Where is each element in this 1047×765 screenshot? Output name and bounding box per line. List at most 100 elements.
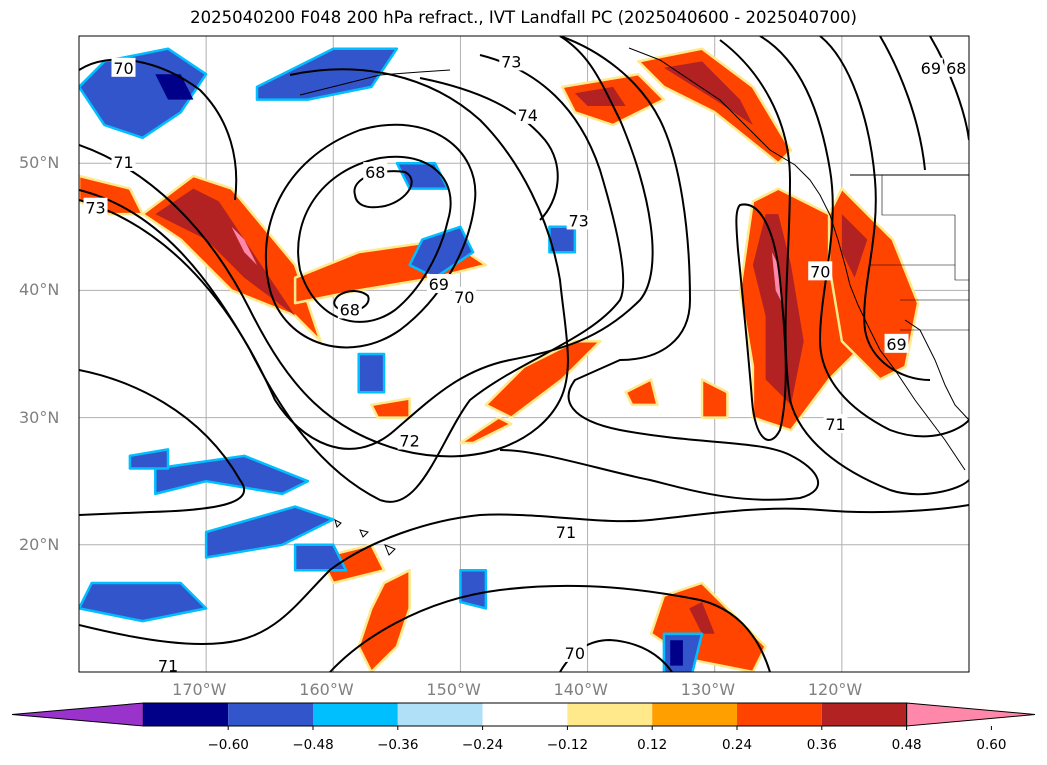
negative-anomaly-area [128, 448, 170, 470]
contour-label-bg [562, 642, 587, 662]
contour-label-bg [823, 413, 848, 433]
baja-coast [904, 319, 969, 421]
contour-label: 71 [158, 657, 178, 676]
colorbar [11, 702, 1036, 730]
negative-anomaly-area [79, 581, 208, 623]
colorbar-segment [737, 703, 822, 726]
contour-label-bg [111, 57, 136, 77]
lat-tick-label: 40°N [19, 280, 60, 300]
contour-label-bg [426, 274, 451, 294]
negative-anomaly-area [357, 352, 386, 394]
negative-anomaly-area [293, 543, 348, 572]
contour-label: 74 [518, 106, 538, 125]
positive-anomaly-area [771, 252, 783, 304]
alaska-coast [299, 69, 451, 96]
contour-label-bg [918, 57, 943, 77]
colorbar-tick-label: 0.48 [891, 737, 922, 753]
colorbar-tick-label: −0.12 [546, 737, 589, 753]
contour-cutoff-low [735, 203, 787, 441]
contour-71-trough [719, 39, 969, 496]
colorbar-segment [228, 703, 313, 726]
colorbar-segment [313, 703, 398, 726]
negative-anomaly-area [154, 454, 310, 496]
positive-anomaly-area [689, 602, 715, 634]
state-borders [870, 175, 969, 331]
negative-anomaly-area [670, 640, 683, 666]
positive-anomaly-area [574, 86, 626, 106]
hawaii-islands [334, 519, 396, 556]
contour-label-bg [156, 655, 180, 672]
negative-anomaly-area [548, 225, 577, 254]
colorbar-segment [143, 703, 229, 726]
contour-label-bg [515, 104, 540, 124]
contour-69-trough [819, 36, 931, 381]
lat-tick-label: 20°N [19, 534, 60, 554]
contour-label: 73 [501, 52, 521, 71]
contour-71 [79, 68, 569, 458]
colorbar-segment [482, 703, 568, 726]
contour-label-bg [397, 430, 422, 450]
lat-tick-label: 30°N [19, 407, 60, 427]
contour-labels: 73 70 69 68 74 71 68 73 73 69 70 68 70 69 72 71 71 70 71 [83, 51, 969, 676]
contour-68b-east [929, 36, 969, 141]
contour-69 [297, 155, 452, 323]
lon-tick-label: 160°W [299, 680, 354, 699]
negative-anomaly-area [79, 47, 208, 140]
contour-71-south [79, 504, 969, 645]
contour-label-bg [337, 299, 362, 319]
contour-label-bg [884, 333, 909, 353]
contour-label-bg [499, 51, 524, 71]
lon-tick-label: 150°W [426, 680, 481, 699]
contour-70 [264, 123, 477, 349]
contour-label: 69 [921, 59, 941, 78]
negative-anomaly-area [255, 47, 399, 101]
contour-label-bg [83, 197, 108, 217]
contour-label: 69 [886, 335, 906, 354]
colorbar-extend-high [906, 702, 1036, 727]
contour-label: 70 [565, 644, 585, 663]
contour-label: 68 [340, 300, 360, 319]
contour-label-bg [553, 522, 578, 542]
lat-tick-label: 50°N [19, 153, 60, 173]
contour-label-bg [566, 210, 591, 230]
negative-anomaly-area [155, 74, 194, 100]
positive-anomaly-area [459, 416, 513, 445]
contour-label: 73 [85, 199, 105, 218]
contour-70-trough [759, 36, 969, 438]
contour-68-east [879, 36, 926, 171]
contour-label: 69 [429, 275, 449, 294]
positive-anomaly-area [700, 378, 729, 419]
negative-anomaly-area [459, 568, 488, 610]
contour-label: 68 [946, 59, 966, 78]
contour-label-bg [452, 286, 477, 306]
contour-label: 71 [113, 153, 133, 172]
colorbar-tick-label: −0.48 [292, 737, 334, 753]
colorbar-tick-label: −0.36 [377, 737, 419, 753]
contour-label: 71 [825, 415, 845, 434]
positive-anomaly-area [637, 47, 793, 165]
contour-70-south [329, 584, 771, 672]
chart-title: 2025040200 F048 200 hPa refract., IVT La… [190, 8, 857, 27]
colorbar-segment [821, 703, 907, 726]
contour-label: 70 [810, 262, 830, 281]
positive-anomaly-area [752, 214, 804, 405]
contour-71-west [79, 369, 246, 516]
positive-anomaly-area [624, 378, 659, 407]
contour-label: 68 [365, 163, 385, 182]
contour-label-bg [808, 261, 833, 281]
contour-label-bg [944, 57, 969, 77]
contour-73-east [499, 36, 820, 501]
map-frame [78, 35, 970, 673]
contour-73 [79, 36, 654, 450]
lon-tick-label: 120°W [807, 680, 863, 699]
contour-label-bg [363, 162, 388, 182]
colorbar-tick-label: 0.60 [976, 737, 1007, 753]
negative-anomaly-area [662, 632, 704, 672]
colorbar-segment [567, 703, 653, 726]
negative-anomaly-area [204, 505, 335, 559]
colorbar-extend-low [11, 702, 144, 727]
contour-74 [419, 77, 559, 221]
contour-label: 73 [568, 211, 588, 230]
positive-anomaly-area [231, 226, 257, 265]
